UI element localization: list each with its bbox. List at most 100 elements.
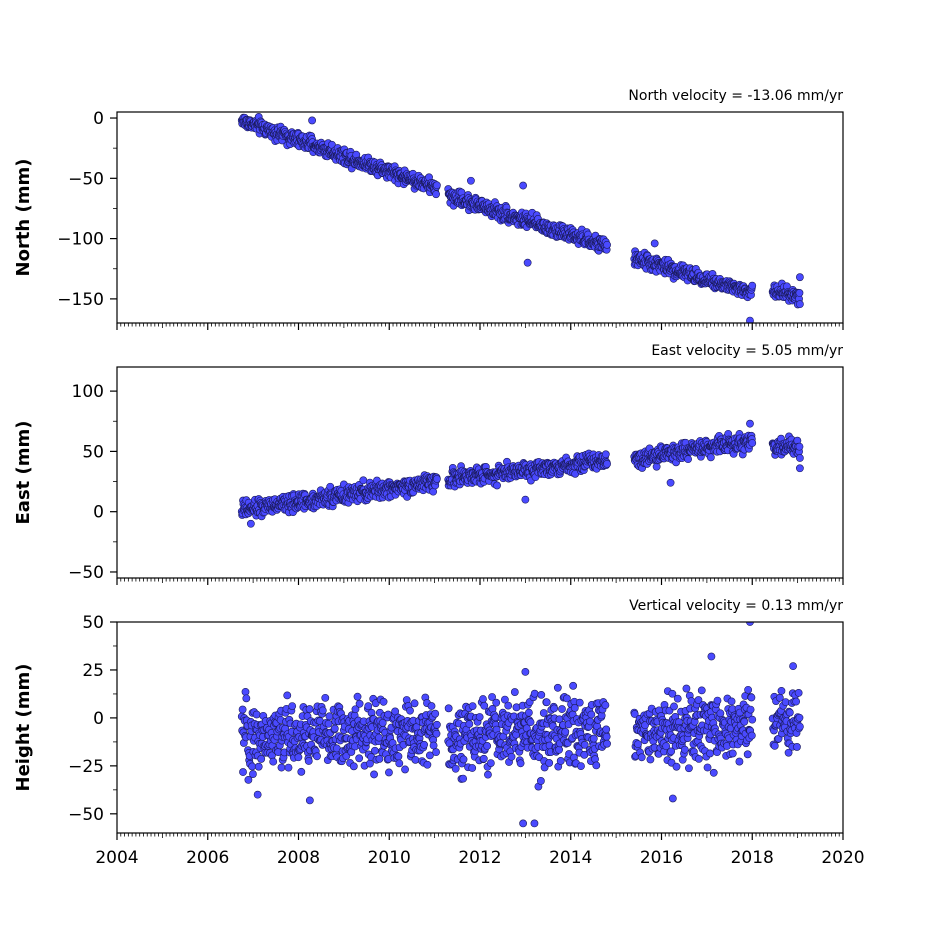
data-point xyxy=(432,729,441,738)
data-point xyxy=(410,699,419,708)
y-axis-ticks: 0 −50 −100 −150 xyxy=(57,109,117,310)
data-point xyxy=(283,691,292,700)
data-point xyxy=(577,762,585,771)
scatter-series-east xyxy=(237,419,804,528)
data-point xyxy=(602,725,611,734)
x-tick-label: 2016 xyxy=(640,848,683,868)
panel-height: 2004 2006 2008 2010 2012 2014 2016 2018 2020 50 25… xyxy=(13,598,865,868)
data-point xyxy=(744,685,753,694)
data-point xyxy=(484,770,492,779)
data-point xyxy=(349,762,358,771)
data-point xyxy=(668,689,677,698)
y-axis-ticks: 50 25 0 −25 −50 xyxy=(68,613,117,825)
data-point-outlier xyxy=(519,819,528,828)
data-point xyxy=(794,688,803,697)
data-point xyxy=(603,459,611,468)
data-point xyxy=(652,462,661,471)
y-tick-label: 50 xyxy=(82,613,104,633)
data-point xyxy=(252,710,261,719)
data-point xyxy=(355,699,364,708)
data-point xyxy=(504,701,513,710)
data-point xyxy=(432,190,440,199)
data-point-outlier xyxy=(707,652,716,661)
data-point xyxy=(432,475,441,483)
data-point xyxy=(254,762,263,771)
data-point xyxy=(342,752,351,760)
data-point xyxy=(770,741,779,750)
y-tick-label: 0 xyxy=(93,109,104,129)
data-point xyxy=(330,724,339,733)
x-axis-ticks xyxy=(116,578,844,585)
data-point-outlier xyxy=(519,181,528,190)
data-point xyxy=(709,768,718,777)
data-point xyxy=(680,745,689,754)
data-point xyxy=(646,755,655,764)
scatter-series-height xyxy=(237,622,804,828)
data-point xyxy=(795,289,804,297)
data-point xyxy=(684,455,692,464)
data-point xyxy=(288,702,297,710)
data-point xyxy=(550,704,559,713)
y-tick-label: −50 xyxy=(68,563,104,583)
data-point xyxy=(746,705,755,714)
data-point-outlier xyxy=(253,790,262,799)
data-point xyxy=(694,696,703,704)
y-tick-label: 0 xyxy=(93,709,104,729)
data-point xyxy=(694,754,703,763)
data-point xyxy=(359,476,368,485)
data-point xyxy=(451,764,460,773)
data-point xyxy=(587,710,596,719)
x-tick-label: 2020 xyxy=(821,848,864,868)
velocity-label-height: Vertical velocity = 0.13 mm/yr xyxy=(629,598,843,614)
data-point xyxy=(667,747,676,756)
data-point xyxy=(427,702,436,710)
data-point xyxy=(479,695,487,703)
x-tick-label: 2014 xyxy=(549,848,592,868)
data-point xyxy=(735,757,744,766)
data-point xyxy=(793,743,801,751)
data-point xyxy=(465,720,474,728)
data-point xyxy=(553,683,562,692)
x-tick-label: 2018 xyxy=(731,848,774,868)
y-tick-label: 0 xyxy=(93,503,104,523)
data-point xyxy=(492,698,501,707)
data-point xyxy=(634,740,642,749)
data-point-outlier xyxy=(789,662,797,671)
data-point xyxy=(475,713,484,721)
data-point xyxy=(370,746,379,755)
data-point-outlier xyxy=(795,273,804,282)
data-point xyxy=(401,765,409,774)
data-point-outlier xyxy=(521,667,530,676)
data-point xyxy=(432,720,441,729)
data-point xyxy=(678,755,687,764)
data-point xyxy=(468,764,477,772)
data-point xyxy=(468,702,477,710)
data-point xyxy=(556,757,565,765)
data-point xyxy=(324,719,333,728)
data-point xyxy=(479,754,488,763)
data-point xyxy=(423,760,432,769)
data-point xyxy=(591,755,599,764)
data-point xyxy=(795,713,804,722)
data-point xyxy=(351,705,360,714)
y-axis-ticks: 100 50 0 −50 xyxy=(68,382,117,583)
data-point xyxy=(530,689,539,698)
data-point xyxy=(321,693,330,702)
data-point xyxy=(394,752,403,761)
data-point xyxy=(364,702,373,711)
scatter-series-north xyxy=(237,113,804,323)
data-point xyxy=(740,717,749,726)
data-point xyxy=(706,749,714,758)
data-point xyxy=(580,740,589,749)
data-point xyxy=(748,715,757,724)
data-point xyxy=(563,694,571,703)
data-point xyxy=(269,757,278,766)
y-axis-title: East (mm) xyxy=(13,421,34,525)
data-point xyxy=(524,708,533,717)
data-point xyxy=(685,764,693,773)
data-point xyxy=(561,727,570,736)
y-tick-label: 100 xyxy=(72,382,104,402)
data-point xyxy=(601,701,610,710)
data-point xyxy=(277,763,286,772)
